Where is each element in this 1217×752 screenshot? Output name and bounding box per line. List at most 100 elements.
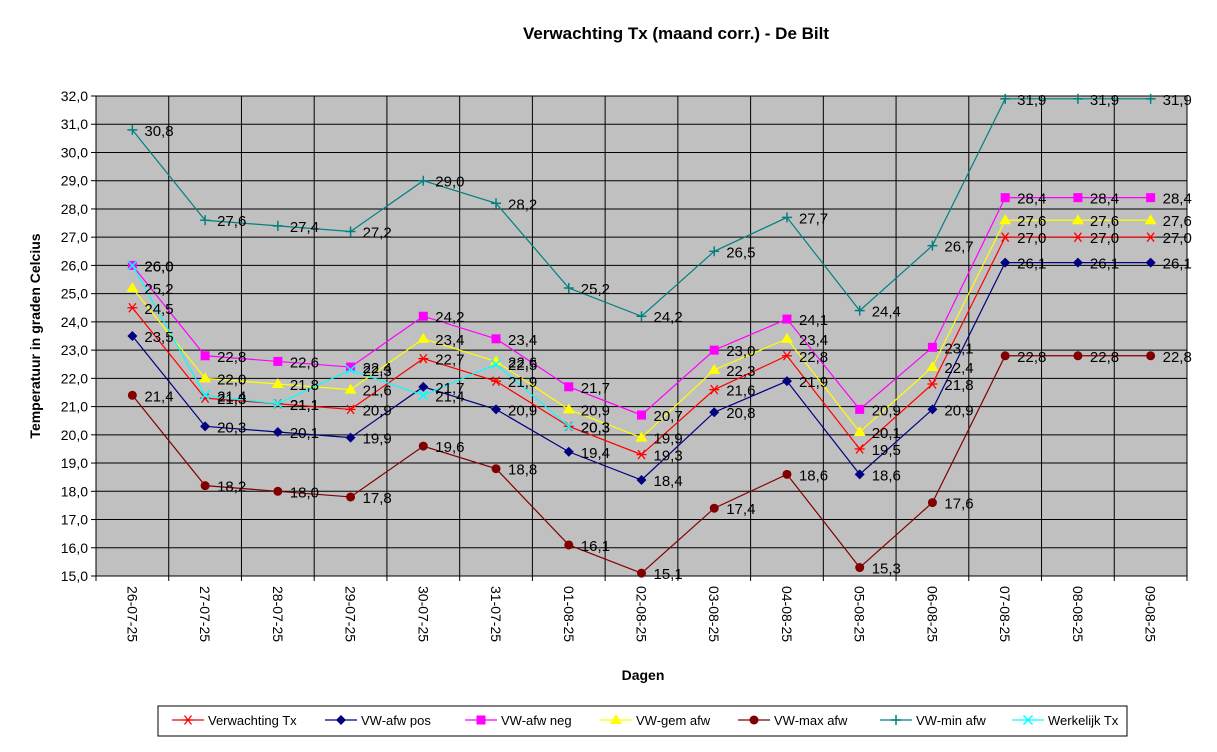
data-label-vw-max-afw: 21,4 — [144, 388, 173, 405]
data-label-verwachting-tx: 21,1 — [290, 397, 319, 414]
data-point-verwachting-tx — [418, 353, 429, 364]
data-point-vw-min-afw — [709, 246, 720, 257]
x-tick-label: 27-07-25 — [197, 586, 213, 642]
data-label-vw-max-afw: 17,6 — [944, 496, 973, 513]
data-point-vw-gem-afw — [344, 383, 357, 394]
legend-label: VW-max afw — [774, 713, 848, 728]
x-tick-label: 07-08-25 — [997, 586, 1013, 642]
x-tick-label: 02-08-25 — [634, 586, 650, 642]
data-point-vw-afw-neg — [927, 342, 937, 352]
data-point-vw-max-afw — [637, 568, 646, 578]
legend-item-vw-max-afw: VW-max afw — [738, 713, 848, 728]
data-point-vw-min-afw — [781, 212, 792, 223]
data-label-vw-min-afw: 27,7 — [799, 210, 828, 227]
data-label-vw-gem-afw: 22,0 — [217, 371, 246, 388]
y-tick-label: 15,0 — [61, 568, 88, 584]
data-point-vw-min-afw — [418, 175, 429, 186]
data-point-vw-afw-pos — [272, 427, 283, 437]
data-label-vw-gem-afw: 22,3 — [726, 363, 755, 380]
data-point-vw-max-afw — [346, 492, 356, 502]
x-tick-label: 05-08-25 — [852, 586, 868, 642]
data-label-vw-max-afw: 17,8 — [363, 490, 392, 507]
legend: Verwachting Tx VW-afw pos VW-afw neg VW-gem… — [157, 705, 1128, 737]
data-label-vw-min-afw: 27,6 — [217, 213, 246, 230]
data-label-vw-max-afw: 18,0 — [290, 484, 319, 501]
data-label-vw-afw-neg: 24,1 — [799, 312, 828, 329]
data-label-verwachting-tx: 27,0 — [1017, 230, 1046, 247]
data-label-vw-min-afw: 26,5 — [726, 244, 755, 261]
data-label-vw-gem-afw: 22,6 — [508, 354, 537, 371]
data-point-vw-max-afw — [1000, 351, 1010, 361]
legend-item-vw-min-afw: VW-min afw — [880, 713, 986, 728]
data-label-vw-gem-afw: 25,2 — [144, 281, 173, 298]
data-point-vw-afw-pos — [418, 381, 429, 392]
series-vw-min-afw — [127, 93, 1156, 322]
data-label-vw-max-afw: 18,6 — [799, 467, 828, 484]
data-point-vw-min-afw — [563, 283, 574, 293]
data-point-vw-gem-afw — [635, 431, 648, 442]
series-verwachting-tx — [127, 232, 1156, 460]
data-point-vw-afw-neg — [709, 345, 719, 355]
data-point-werkelijk-tx — [272, 398, 283, 409]
data-point-vw-min-afw — [1000, 93, 1011, 104]
data-point-verwachting-tx — [854, 444, 865, 454]
data-point-vw-afw-pos — [200, 421, 211, 432]
x-tick-label: 04-08-25 — [779, 586, 795, 642]
legend-label: VW-afw pos — [361, 713, 431, 728]
data-point-vw-afw-pos — [1000, 257, 1011, 268]
data-point-vw-afw-pos — [854, 469, 865, 480]
data-point-vw-min-afw — [1145, 93, 1156, 104]
data-point-vw-afw-pos — [927, 404, 938, 415]
y-tick-label: 16,0 — [61, 540, 88, 556]
data-point-vw-max-afw — [1073, 351, 1083, 361]
data-label-vw-min-afw: 31,9 — [1090, 92, 1119, 109]
x-tick-label: 29-07-25 — [343, 586, 359, 642]
data-point-vw-afw-neg — [418, 311, 428, 321]
y-tick-label: 22,0 — [61, 370, 88, 386]
data-label-vw-min-afw: 24,4 — [872, 304, 901, 321]
data-label-vw-max-afw: 15,1 — [654, 566, 683, 583]
data-label-vw-afw-neg: 28,4 — [1017, 191, 1046, 208]
x-tick-label: 08-08-25 — [1070, 586, 1086, 642]
data-point-vw-max-afw — [855, 563, 865, 573]
data-point-vw-afw-pos — [636, 475, 647, 485]
data-label-vw-max-afw: 18,8 — [508, 462, 537, 479]
legend-marker — [610, 714, 622, 724]
series-vw-gem-afw — [126, 214, 1157, 442]
series-vw-afw-neg — [127, 193, 1156, 420]
legend-item-werkelijk-tx: Werkelijk Tx — [1012, 713, 1119, 728]
data-point-vw-min-afw — [636, 311, 647, 322]
data-label-vw-afw-pos: 20,3 — [217, 419, 246, 436]
data-label-vw-afw-pos: 26,1 — [1163, 256, 1192, 273]
data-point-vw-gem-afw — [999, 214, 1012, 225]
data-point-vw-gem-afw — [417, 332, 430, 343]
data-label-vw-afw-pos: 20,8 — [726, 405, 755, 422]
y-tick-label: 28,0 — [61, 201, 88, 217]
plot-background — [95, 95, 1188, 577]
data-point-vw-afw-neg — [1073, 193, 1083, 203]
data-point-vw-afw-neg — [1146, 193, 1156, 203]
legend-marker — [336, 715, 346, 725]
data-point-vw-min-afw — [927, 240, 938, 251]
data-label-vw-gem-afw: 20,9 — [581, 402, 610, 419]
data-point-vw-max-afw — [927, 498, 937, 508]
data-point-vw-afw-neg — [637, 410, 646, 420]
series-werkelijk-tx — [127, 260, 574, 432]
data-point-werkelijk-tx — [491, 359, 502, 370]
x-tick-label: 26-07-25 — [124, 586, 140, 642]
data-point-verwachting-tx — [927, 379, 938, 389]
data-label-vw-gem-afw: 21,6 — [363, 383, 392, 400]
data-point-vw-gem-afw — [562, 403, 575, 414]
legend-item-vw-afw-neg: VW-afw neg — [465, 713, 572, 728]
data-label-verwachting-tx: 22,7 — [435, 352, 464, 369]
data-point-verwachting-tx — [127, 302, 138, 313]
data-label-vw-max-afw: 18,2 — [217, 479, 246, 496]
data-point-werkelijk-tx — [200, 390, 211, 401]
data-point-vw-afw-pos — [563, 446, 574, 457]
data-label-vw-max-afw: 19,6 — [435, 439, 464, 456]
data-label-verwachting-tx: 21,6 — [726, 383, 755, 400]
data-label-vw-afw-neg: 22,8 — [217, 349, 246, 366]
data-label-vw-gem-afw: 23,4 — [435, 332, 464, 349]
y-tick-label: 18,0 — [61, 483, 88, 499]
data-point-vw-afw-neg — [346, 362, 356, 372]
